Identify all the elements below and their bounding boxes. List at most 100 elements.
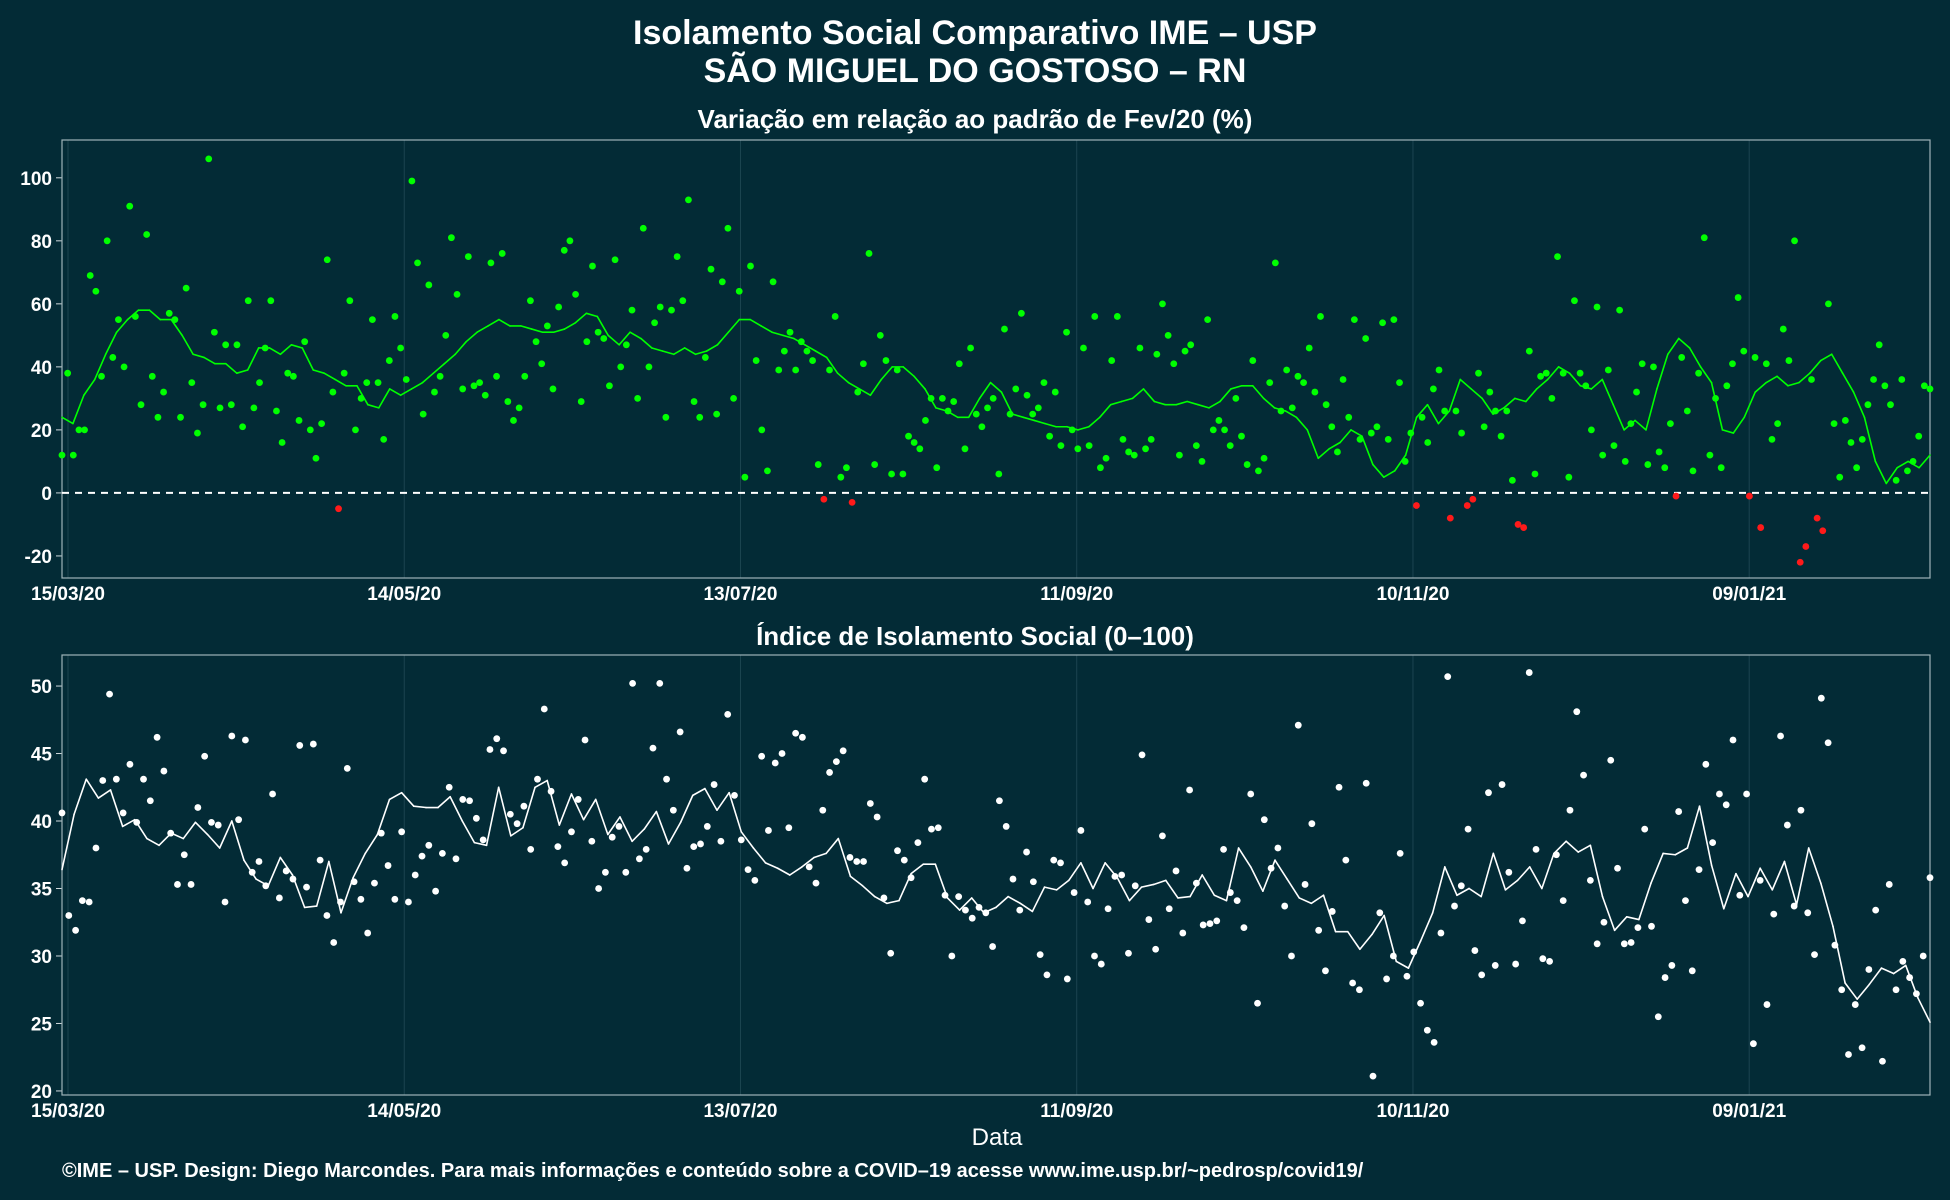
moving-average-segment — [1339, 429, 1352, 444]
y-tick-label: 25 — [31, 1014, 53, 1035]
data-point — [859, 360, 867, 368]
data-point — [1593, 303, 1601, 311]
moving-average-segment — [995, 895, 1009, 909]
data-point — [697, 840, 704, 848]
data-point — [622, 341, 630, 349]
moving-average-segment — [1645, 388, 1658, 431]
data-point — [244, 297, 252, 305]
data-point — [978, 423, 986, 431]
data-point — [1283, 366, 1291, 374]
data-point — [1858, 1044, 1866, 1052]
data-point — [747, 262, 754, 270]
data-point — [459, 385, 467, 393]
data-point — [1817, 694, 1825, 702]
data-point — [1301, 881, 1309, 888]
moving-average-segment — [1426, 403, 1440, 425]
data-point — [669, 806, 677, 814]
data-point — [820, 495, 828, 503]
moving-average-segment — [437, 795, 451, 809]
moving-average-segment — [376, 798, 391, 836]
data-point — [713, 410, 721, 418]
moving-average-segment — [1503, 397, 1516, 409]
moving-average-segment — [1710, 864, 1725, 910]
moving-average-segment — [1372, 463, 1385, 478]
data-point — [938, 394, 946, 402]
data-point — [803, 347, 811, 355]
data-point — [1505, 868, 1513, 876]
moving-average-segment — [1541, 852, 1555, 890]
data-point — [809, 357, 816, 364]
data-point — [1023, 848, 1030, 856]
data-point — [1838, 986, 1846, 994]
moving-average-segment — [558, 793, 573, 826]
data-point — [1206, 920, 1214, 927]
data-point — [262, 882, 270, 890]
data-point — [1749, 1040, 1757, 1048]
y-tick-label: 100 — [20, 169, 52, 190]
data-point — [1012, 385, 1020, 393]
data-point — [1119, 435, 1127, 443]
data-point — [1672, 492, 1680, 500]
moving-average-segment — [1230, 384, 1243, 390]
moving-average-segment — [1031, 886, 1046, 913]
data-point — [882, 357, 890, 364]
data-point — [560, 246, 568, 254]
moving-average-segment — [72, 394, 85, 425]
data-point — [476, 379, 484, 387]
y-tick-label: 35 — [31, 879, 53, 900]
data-point — [561, 859, 569, 867]
data-point — [1777, 732, 1784, 740]
data-point — [1131, 882, 1139, 890]
moving-average-segment — [902, 366, 915, 378]
moving-average-segment — [574, 312, 588, 324]
data-point — [391, 313, 399, 320]
data-point — [1763, 1001, 1771, 1008]
data-point — [1661, 974, 1669, 981]
data-point — [1274, 844, 1282, 852]
data-point — [717, 837, 725, 845]
data-point — [961, 445, 969, 453]
data-point — [1654, 1013, 1662, 1021]
data-point — [1644, 461, 1652, 468]
data-point — [1288, 952, 1295, 960]
data-point — [1271, 259, 1279, 267]
moving-average-segment — [412, 805, 427, 809]
data-point — [792, 729, 800, 737]
data-point — [1695, 866, 1703, 874]
moving-average-segment — [704, 787, 718, 812]
data-point — [301, 338, 309, 346]
data-point — [137, 401, 145, 409]
moving-average-segment — [596, 315, 609, 337]
data-point — [1675, 808, 1683, 815]
data-point — [1240, 924, 1248, 932]
data-point — [905, 432, 912, 440]
data-point — [837, 473, 845, 481]
data-point — [581, 736, 589, 744]
moving-average-segment — [594, 798, 609, 836]
moving-average-segment — [432, 362, 446, 374]
moving-average-segment — [1000, 391, 1014, 415]
moving-average-segment — [473, 841, 488, 847]
data-point — [352, 426, 359, 434]
figure-subtitle: SÃO MIGUEL DO GOSTOSO – RN — [704, 52, 1247, 90]
data-point — [1063, 328, 1070, 336]
moving-average-segment — [716, 791, 730, 812]
data-point — [1872, 906, 1880, 914]
moving-average-segment — [1371, 914, 1385, 936]
data-point — [1702, 760, 1710, 768]
moving-average-segment — [1798, 372, 1811, 384]
data-point — [1113, 313, 1121, 320]
moving-average-segment — [640, 337, 653, 349]
data-point — [1593, 940, 1601, 948]
moving-average-segment — [967, 397, 981, 419]
data-point — [1057, 442, 1065, 450]
data-point — [1796, 558, 1804, 566]
data-point — [555, 303, 563, 311]
data-point — [250, 404, 258, 412]
data-point — [1423, 1026, 1431, 1034]
data-point — [500, 747, 507, 755]
moving-average-segment — [1109, 400, 1123, 406]
moving-average-segment — [1634, 419, 1647, 431]
data-point — [880, 894, 888, 902]
data-point — [350, 878, 358, 886]
